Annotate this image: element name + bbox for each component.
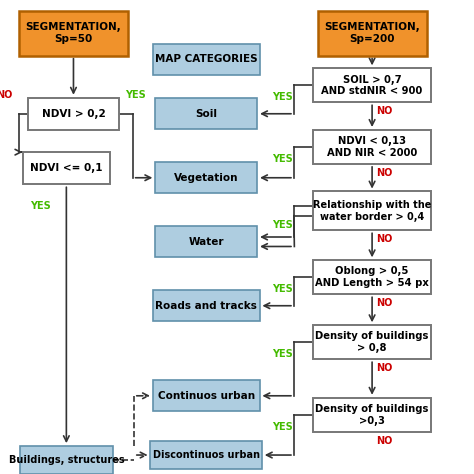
FancyBboxPatch shape (313, 325, 431, 359)
FancyBboxPatch shape (318, 10, 427, 56)
FancyBboxPatch shape (28, 98, 118, 130)
Text: Density of buildings
> 0,8: Density of buildings > 0,8 (315, 331, 429, 353)
Text: YES: YES (272, 421, 292, 432)
Text: Buildings, structures: Buildings, structures (9, 455, 124, 465)
Text: YES: YES (272, 220, 292, 230)
Text: YES: YES (272, 92, 292, 102)
FancyBboxPatch shape (19, 10, 128, 56)
FancyBboxPatch shape (20, 446, 113, 474)
Text: Relationship with the
water border > 0,4: Relationship with the water border > 0,4 (313, 200, 431, 222)
Text: NO: NO (376, 168, 392, 178)
Text: SEGMENTATION,
Sp=50: SEGMENTATION, Sp=50 (26, 22, 121, 44)
Text: NO: NO (376, 234, 392, 245)
Text: NO: NO (0, 90, 13, 100)
Text: MAP CATEGORIES: MAP CATEGORIES (155, 54, 257, 64)
FancyBboxPatch shape (155, 163, 257, 193)
Text: Discontinuos urban: Discontinuos urban (153, 450, 260, 460)
FancyBboxPatch shape (153, 380, 259, 411)
FancyBboxPatch shape (151, 441, 262, 469)
Text: Continuos urban: Continuos urban (158, 391, 255, 401)
FancyBboxPatch shape (153, 44, 259, 74)
Text: NDVI > 0,2: NDVI > 0,2 (42, 109, 105, 119)
FancyBboxPatch shape (313, 68, 431, 102)
Text: NO: NO (376, 106, 392, 117)
FancyBboxPatch shape (313, 191, 431, 230)
Text: Vegetation: Vegetation (174, 173, 238, 183)
Text: YES: YES (272, 284, 292, 294)
Text: NDVI < 0,13
AND NIR < 2000: NDVI < 0,13 AND NIR < 2000 (327, 136, 417, 158)
FancyBboxPatch shape (155, 99, 257, 129)
Text: YES: YES (272, 349, 292, 359)
Text: SOIL > 0,7
AND stdNIR < 900: SOIL > 0,7 AND stdNIR < 900 (321, 74, 423, 96)
FancyBboxPatch shape (153, 290, 259, 321)
Text: Water: Water (189, 237, 224, 247)
Text: NO: NO (376, 363, 392, 374)
FancyBboxPatch shape (313, 130, 431, 164)
FancyBboxPatch shape (313, 260, 431, 294)
FancyBboxPatch shape (23, 152, 110, 184)
FancyBboxPatch shape (155, 227, 257, 257)
Text: YES: YES (272, 154, 292, 164)
Text: NDVI <= 0,1: NDVI <= 0,1 (30, 163, 102, 173)
Text: YES: YES (30, 201, 51, 211)
Text: SEGMENTATION,
Sp=200: SEGMENTATION, Sp=200 (324, 22, 420, 44)
Text: Roads and tracks: Roads and tracks (155, 301, 257, 311)
Text: NO: NO (376, 436, 392, 446)
Text: YES: YES (125, 90, 146, 100)
Text: Soil: Soil (195, 109, 217, 119)
FancyBboxPatch shape (313, 398, 431, 432)
Text: NO: NO (376, 298, 392, 309)
Text: Density of buildings
>0,3: Density of buildings >0,3 (315, 404, 429, 426)
Text: Oblong > 0,5
AND Length > 54 px: Oblong > 0,5 AND Length > 54 px (315, 266, 429, 288)
